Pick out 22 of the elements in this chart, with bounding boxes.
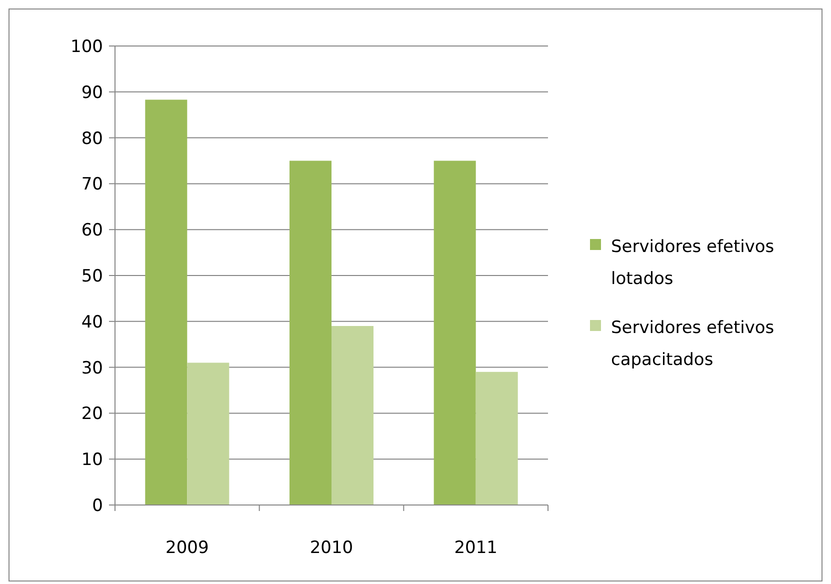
y-tick-label: 80	[81, 128, 103, 149]
x-tick-label: 2009	[166, 538, 209, 558]
bar	[290, 160, 332, 505]
legend-label: Servidores efetivos capacitados	[611, 318, 774, 370]
legend-label: Servidores efetivos lotados	[611, 236, 774, 289]
bar	[332, 326, 374, 505]
y-tick-label: 70	[81, 174, 103, 195]
y-tick-label: 100	[70, 36, 103, 57]
y-tick-label: 60	[81, 220, 103, 241]
bar	[187, 362, 230, 505]
bar	[476, 372, 518, 505]
y-tick-label: 40	[81, 312, 103, 332]
y-tick-label: 50	[81, 266, 103, 286]
bar	[145, 100, 188, 505]
x-tick-label: 2010	[310, 538, 354, 558]
y-tick-label: 0	[92, 496, 103, 516]
y-tick-label: 30	[81, 358, 103, 378]
bar	[434, 160, 476, 505]
x-tick-label: 2011	[454, 538, 498, 558]
y-tick-label: 20	[81, 404, 103, 424]
y-tick-label: 10	[81, 450, 103, 470]
y-tick-label: 90	[81, 82, 103, 103]
